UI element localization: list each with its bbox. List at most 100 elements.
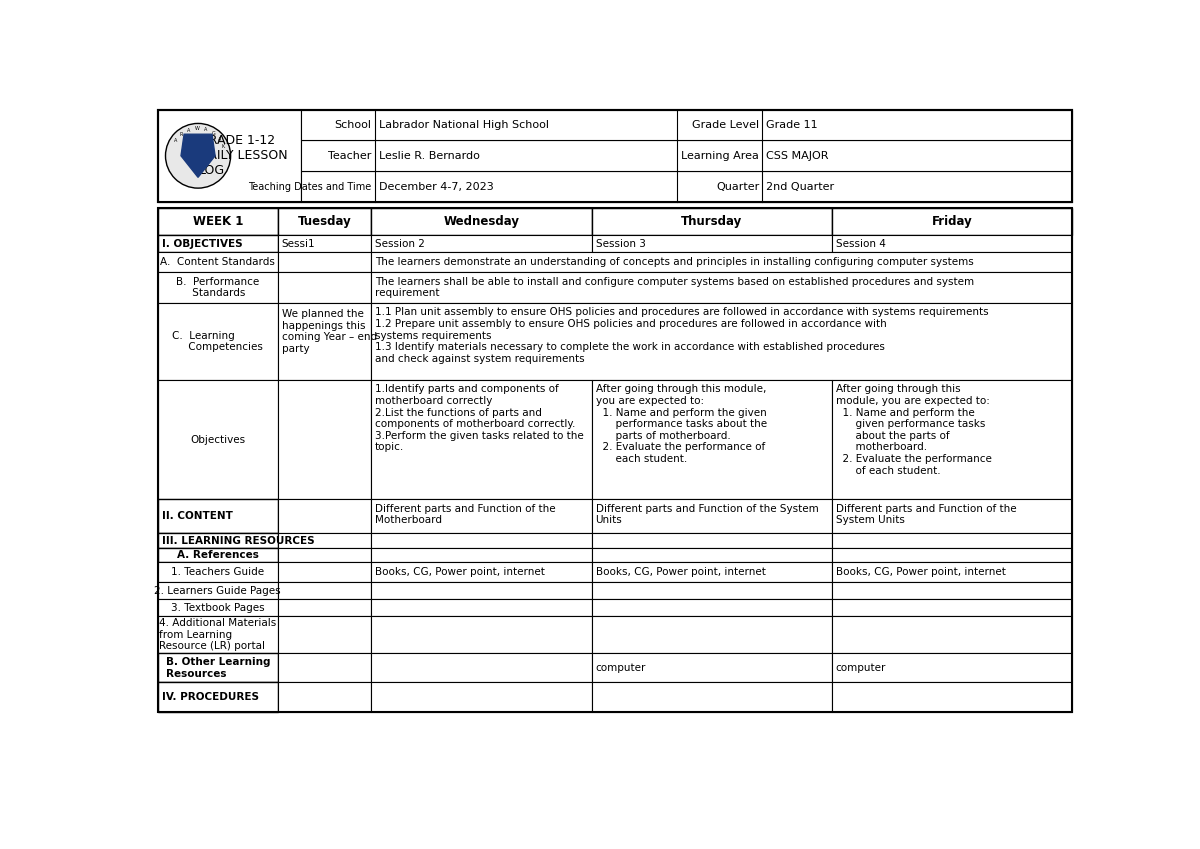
Bar	[832, 548, 1073, 562]
Bar	[592, 683, 832, 711]
Bar	[592, 616, 832, 653]
Bar	[371, 548, 592, 562]
Text: III. LEARNING RESOURCES: III. LEARNING RESOURCES	[162, 536, 314, 546]
Text: Sessi1: Sessi1	[282, 239, 316, 249]
Bar	[832, 683, 1073, 711]
Bar	[371, 562, 592, 582]
Bar	[157, 272, 278, 303]
Text: Session 2: Session 2	[374, 239, 425, 249]
Text: Labrador National High School: Labrador National High School	[379, 120, 548, 130]
Text: A.  Content Standards: A. Content Standards	[161, 257, 275, 267]
Bar	[592, 533, 832, 548]
Bar	[592, 208, 832, 235]
Bar	[371, 653, 592, 683]
Text: 1.Identify parts and components of
motherboard correctly
2.List the functions of: 1.Identify parts and components of mothe…	[374, 385, 583, 453]
Text: A. References: A. References	[176, 550, 259, 560]
Bar	[301, 140, 1073, 171]
Bar	[157, 380, 278, 499]
Text: 2. Learners Guide Pages: 2. Learners Guide Pages	[155, 586, 281, 596]
Bar	[371, 272, 1073, 303]
Text: Books, CG, Power point, internet: Books, CG, Power point, internet	[836, 567, 1006, 577]
Text: Philippines: Philippines	[184, 154, 212, 158]
Text: 1. Teachers Guide: 1. Teachers Guide	[172, 567, 264, 577]
Bar	[832, 599, 1073, 616]
Bar	[278, 235, 371, 252]
Bar	[832, 380, 1073, 499]
Bar	[278, 562, 371, 582]
Text: Learning Area: Learning Area	[682, 151, 760, 160]
Bar	[371, 533, 592, 548]
Bar	[157, 562, 278, 582]
Bar	[157, 683, 278, 711]
Bar	[371, 252, 1073, 272]
Text: GRADE 1-12
DAILY LESSON
LOG: GRADE 1-12 DAILY LESSON LOG	[199, 134, 287, 177]
Bar	[832, 208, 1073, 235]
Text: Different parts and Function of the System
Units: Different parts and Function of the Syst…	[595, 503, 818, 526]
Polygon shape	[181, 134, 215, 177]
Text: Thursday: Thursday	[682, 215, 743, 228]
Text: A: A	[204, 127, 208, 132]
Text: B.  Performance
     Standards: B. Performance Standards	[176, 277, 259, 298]
Bar	[157, 303, 278, 380]
Bar	[371, 303, 1073, 380]
Bar	[371, 582, 592, 599]
Bar	[371, 599, 592, 616]
Text: Leslie R. Bernardo: Leslie R. Bernardo	[379, 151, 480, 160]
Text: Tuesday: Tuesday	[298, 215, 352, 228]
Bar	[278, 533, 371, 548]
Bar	[371, 235, 592, 252]
Bar	[371, 683, 592, 711]
Text: 3. Textbook Pages: 3. Textbook Pages	[172, 603, 265, 613]
Bar	[832, 235, 1073, 252]
Bar	[278, 208, 371, 235]
Text: Session 4: Session 4	[836, 239, 886, 249]
Bar	[371, 499, 592, 533]
Bar	[278, 683, 371, 711]
Bar	[278, 548, 371, 562]
Bar	[157, 208, 278, 235]
Text: Books, CG, Power point, internet: Books, CG, Power point, internet	[595, 567, 766, 577]
Bar	[157, 616, 278, 653]
Text: B. Other Learning
Resources: B. Other Learning Resources	[166, 657, 270, 678]
Bar	[832, 562, 1073, 582]
Bar	[832, 499, 1073, 533]
Bar	[278, 599, 371, 616]
Text: We planned the
happenings this
coming Year – end
party: We planned the happenings this coming Ye…	[282, 309, 377, 354]
Text: IV. PROCEDURES: IV. PROCEDURES	[162, 692, 259, 702]
Bar	[157, 548, 278, 562]
Text: Wednesday: Wednesday	[443, 215, 520, 228]
Bar	[832, 533, 1073, 548]
Text: DepEd: DepEd	[185, 145, 211, 151]
Text: 1.1 Plan unit assembly to ensure OHS policies and procedures are followed in acc: 1.1 Plan unit assembly to ensure OHS pol…	[374, 307, 989, 364]
Text: W: W	[194, 127, 199, 132]
Text: 4. Additional Materials
from Learning
Resource (LR) portal: 4. Additional Materials from Learning Re…	[160, 618, 276, 651]
Text: R: R	[180, 132, 184, 137]
Text: A: A	[187, 128, 191, 133]
Bar	[157, 499, 278, 533]
Bar	[592, 499, 832, 533]
Bar	[592, 562, 832, 582]
Bar	[371, 208, 592, 235]
Bar	[592, 582, 832, 599]
Bar	[832, 653, 1073, 683]
Text: K: K	[222, 144, 226, 149]
Text: Grade 11: Grade 11	[766, 120, 817, 130]
Bar	[278, 582, 371, 599]
Bar	[278, 616, 371, 653]
Text: G: G	[211, 131, 215, 136]
Bar	[278, 303, 371, 380]
Text: I. OBJECTIVES: I. OBJECTIVES	[162, 239, 242, 249]
Bar	[592, 653, 832, 683]
Bar	[157, 110, 301, 202]
Text: Different parts and Function of the
System Units: Different parts and Function of the Syst…	[836, 503, 1016, 526]
Bar	[592, 548, 832, 562]
Text: The learners demonstrate an understanding of concepts and principles in installi: The learners demonstrate an understandin…	[374, 257, 973, 267]
Bar	[157, 533, 278, 548]
Bar	[157, 599, 278, 616]
Bar	[157, 582, 278, 599]
Bar	[157, 235, 278, 252]
Bar	[301, 110, 1073, 140]
Bar	[157, 252, 278, 272]
Text: Friday: Friday	[931, 215, 972, 228]
Bar	[592, 380, 832, 499]
